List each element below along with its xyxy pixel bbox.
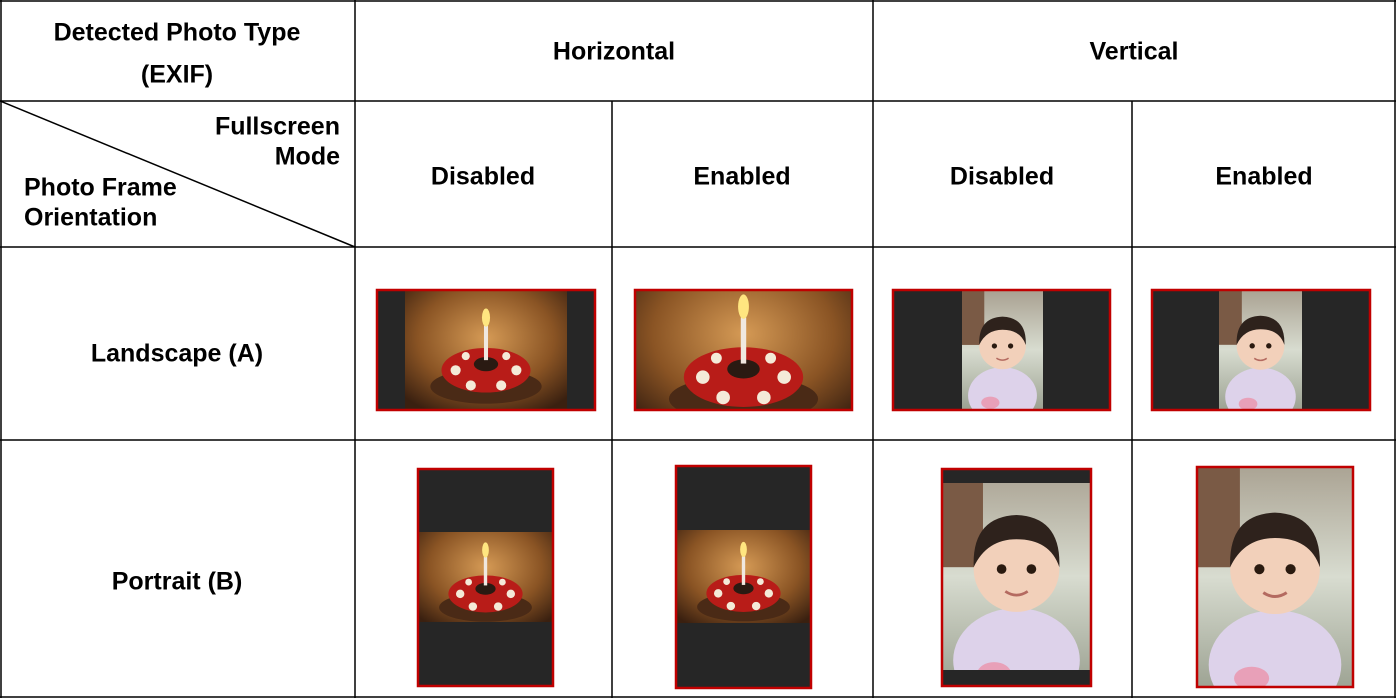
header-title: Detected Photo Type: [54, 19, 301, 47]
subheader: Disabled: [950, 163, 1054, 191]
subheader: Disabled: [431, 163, 535, 191]
thumbnail: [940, 467, 1093, 688]
subheader: Enabled: [693, 163, 790, 191]
corner-row-label: Photo Frame: [24, 174, 177, 202]
group-header: Horizontal: [553, 38, 675, 66]
corner-column-label: Mode: [275, 143, 340, 171]
thumbnail: [633, 288, 854, 412]
subheader: Enabled: [1215, 163, 1312, 191]
thumbnail: [375, 288, 597, 412]
thumbnail: [674, 464, 813, 690]
thumbnail: [1150, 288, 1372, 412]
header-title: (EXIF): [141, 61, 213, 89]
thumbnail: [891, 288, 1112, 412]
group-header: Vertical: [1090, 38, 1179, 66]
corner-row-label: Orientation: [24, 204, 157, 232]
row-label: Portrait (B): [112, 568, 243, 596]
corner-column-label: Fullscreen: [215, 113, 340, 141]
thumbnail: [416, 467, 555, 688]
thumbnail: [1195, 465, 1355, 689]
row-label: Landscape (A): [91, 340, 263, 368]
